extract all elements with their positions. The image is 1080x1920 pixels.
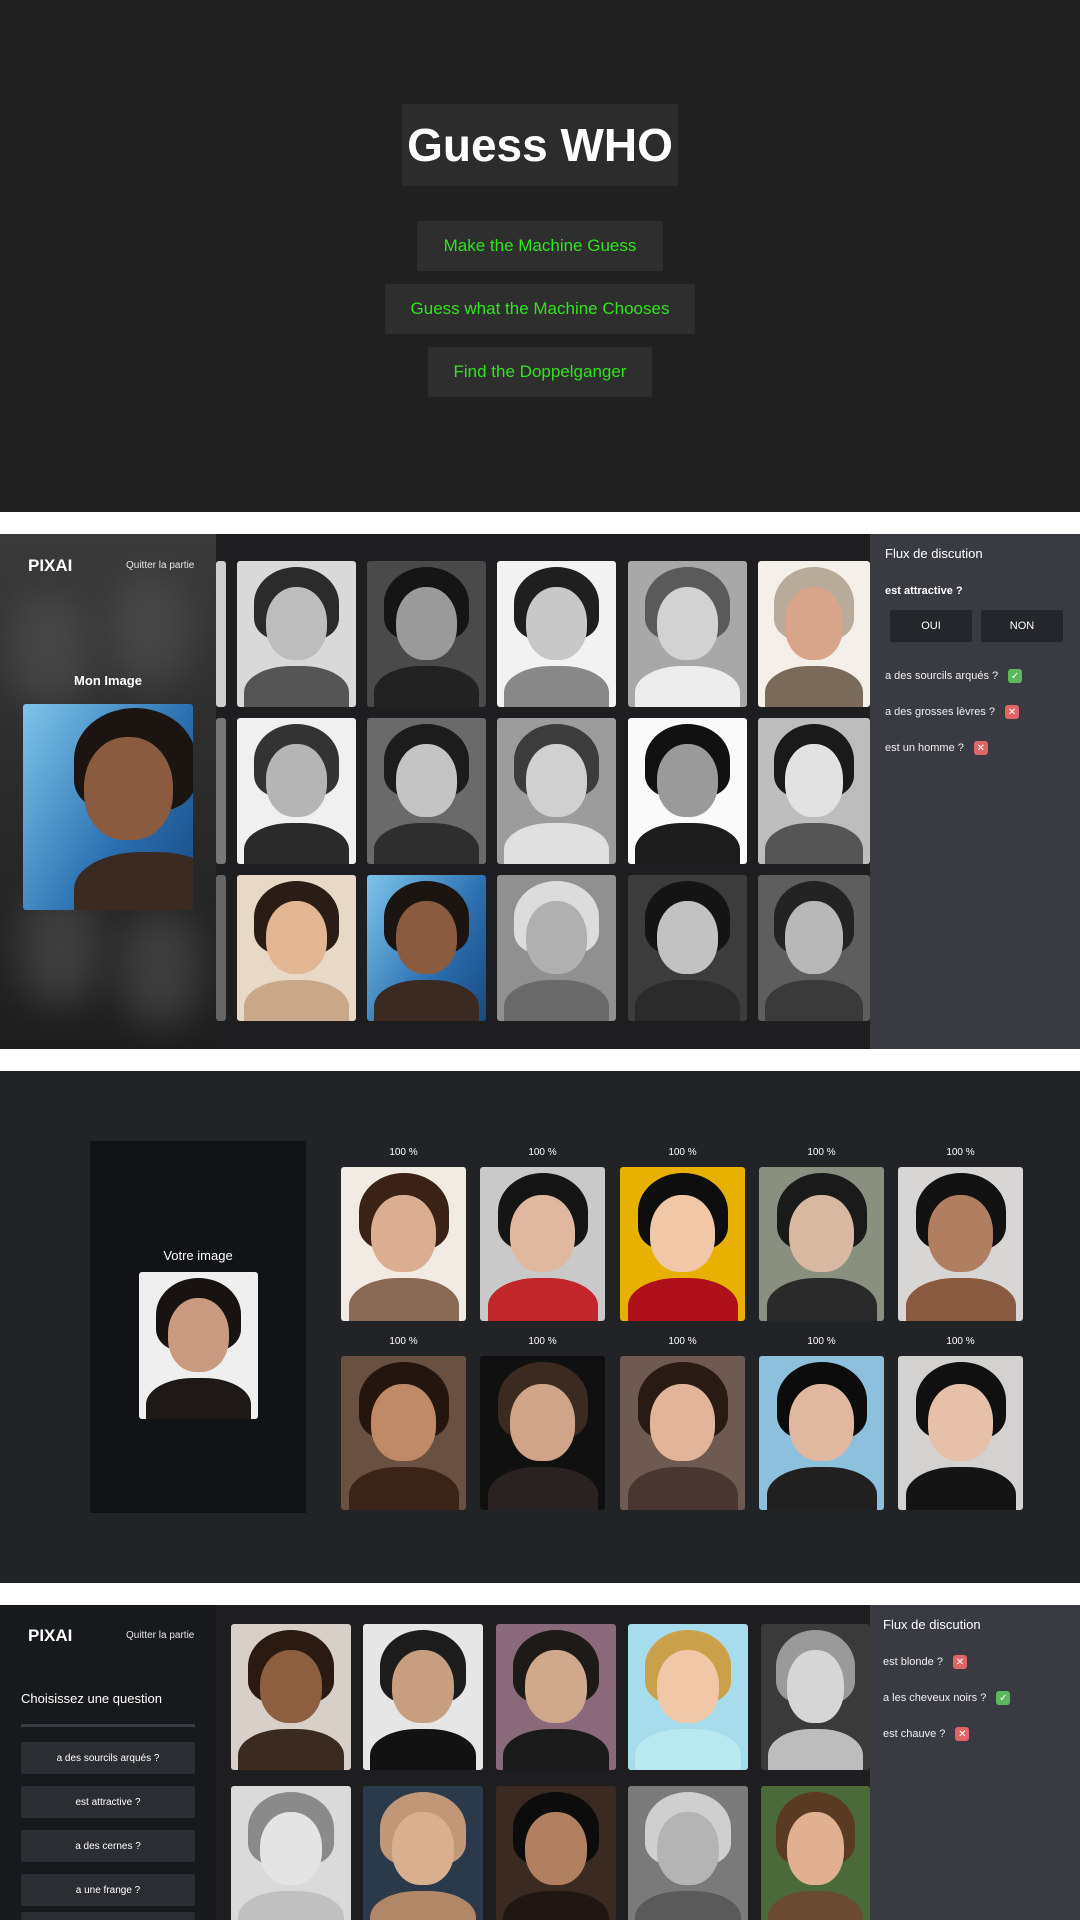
your-image-box: Votre image — [90, 1141, 306, 1513]
discussion-panel: Flux de discution est attractive ? OUI N… — [870, 534, 1080, 1049]
main-menu: Guess WHO Make the Machine Guess Guess w… — [0, 0, 1080, 512]
character-card[interactable] — [496, 1786, 616, 1920]
character-card[interactable] — [628, 1624, 748, 1770]
match-image[interactable] — [620, 1356, 745, 1510]
character-card[interactable] — [231, 1624, 351, 1770]
match-score: 100 % — [807, 1147, 836, 1158]
match-image[interactable] — [480, 1167, 605, 1321]
cross-icon: ✕ — [973, 741, 988, 755]
choose-question-label: Choisissez une question — [21, 1691, 162, 1706]
my-image-label: Mon Image — [74, 673, 142, 688]
character-card[interactable] — [367, 718, 486, 864]
brand-logo: PIXAI — [28, 556, 73, 575]
match-score: 100 % — [668, 1147, 697, 1158]
no-button[interactable]: NON — [981, 610, 1063, 642]
character-card[interactable] — [216, 718, 226, 864]
character-card[interactable] — [497, 875, 616, 1021]
current-question: est attractive ? — [885, 585, 963, 597]
history-item: a des sourcils arqués ? ✓ — [885, 669, 1023, 683]
history-item: est un homme ? ✕ — [885, 741, 988, 755]
character-card[interactable] — [758, 718, 870, 864]
character-card[interactable] — [367, 875, 486, 1021]
question-button[interactable]: a des cernes ? — [21, 1830, 195, 1862]
character-card[interactable] — [497, 561, 616, 707]
match-score: 100 % — [389, 1147, 418, 1158]
brand-logo: PIXAI — [28, 1626, 73, 1645]
character-card[interactable] — [363, 1786, 483, 1920]
game-title: Guess WHO — [402, 104, 678, 186]
history-question: est un homme ? — [885, 742, 964, 754]
match-image[interactable] — [480, 1356, 605, 1510]
character-card[interactable] — [496, 1624, 616, 1770]
character-card[interactable] — [497, 718, 616, 864]
yes-button[interactable]: OUI — [890, 610, 972, 642]
question-button[interactable]: a une frange ? — [21, 1874, 195, 1906]
your-image — [139, 1272, 258, 1419]
character-card[interactable] — [628, 718, 747, 864]
check-icon: ✓ — [996, 1691, 1011, 1705]
check-icon: ✓ — [1008, 669, 1023, 683]
guess-machine-choice-button[interactable]: Guess what the Machine Chooses — [385, 284, 695, 334]
character-card[interactable] — [758, 561, 870, 707]
history-item: est chauve ? ✕ — [883, 1727, 970, 1741]
match-score: 100 % — [389, 1336, 418, 1347]
match-image[interactable] — [759, 1356, 884, 1510]
question-button[interactable]: est attractive ? — [21, 1786, 195, 1818]
question-sidebar: PIXAI Quitter la partie Choisissez une q… — [0, 1605, 216, 1920]
discussion-title: Flux de discution — [885, 546, 983, 561]
character-card[interactable] — [237, 875, 356, 1021]
question-board: PIXAI Quitter la partie Choisissez une q… — [0, 1605, 1080, 1920]
character-card[interactable] — [367, 561, 486, 707]
question-button[interactable]: a des sourcils arqués ? — [21, 1742, 195, 1774]
match-image[interactable] — [341, 1167, 466, 1321]
machine-guess-button[interactable]: Make the Machine Guess — [417, 221, 663, 271]
history-item: a des grosses lèvres ? ✕ — [885, 705, 1020, 719]
history-question: est blonde ? — [883, 1656, 943, 1668]
cross-icon: ✕ — [1005, 705, 1020, 719]
quit-game-link[interactable]: Quitter la partie — [126, 1630, 195, 1641]
match-score: 100 % — [528, 1336, 557, 1347]
match-score: 100 % — [946, 1336, 975, 1347]
match-image[interactable] — [898, 1356, 1023, 1510]
character-card[interactable] — [758, 875, 870, 1021]
game-board: PIXAI Quitter la partie Mon Image — [0, 534, 1080, 1049]
your-image-label: Votre image — [163, 1248, 233, 1263]
match-score: 100 % — [946, 1147, 975, 1158]
history-item: est blonde ? ✕ — [883, 1655, 967, 1669]
character-card[interactable] — [237, 718, 356, 864]
character-card[interactable] — [216, 875, 226, 1021]
match-image[interactable] — [759, 1167, 884, 1321]
match-image[interactable] — [620, 1167, 745, 1321]
quit-game-link[interactable]: Quitter la partie — [126, 560, 195, 571]
character-card[interactable] — [231, 1786, 351, 1920]
player-sidebar: PIXAI Quitter la partie Mon Image — [0, 534, 216, 1049]
find-doppelganger-button[interactable]: Find the Doppelganger — [428, 347, 652, 397]
history-question: a des grosses lèvres ? — [885, 706, 996, 718]
match-image[interactable] — [341, 1356, 466, 1510]
character-card[interactable] — [237, 561, 356, 707]
match-image[interactable] — [898, 1167, 1023, 1321]
character-card[interactable] — [363, 1624, 483, 1770]
match-score: 100 % — [528, 1147, 557, 1158]
match-score: 100 % — [807, 1336, 836, 1347]
history-item: a les cheveux noirs ? ✓ — [883, 1691, 1011, 1705]
character-card[interactable] — [761, 1624, 870, 1770]
character-card[interactable] — [761, 1786, 870, 1920]
discussion-title: Flux de discution — [883, 1617, 981, 1632]
doppelganger-results: Votre image 100 % 100 % 100 % 100 % 100 … — [0, 1071, 1080, 1583]
history-question: a les cheveux noirs ? — [883, 1692, 987, 1704]
character-card[interactable] — [628, 1786, 748, 1920]
character-card[interactable] — [628, 875, 747, 1021]
cross-icon: ✕ — [952, 1655, 967, 1669]
divider — [21, 1724, 195, 1727]
question-button[interactable] — [21, 1912, 195, 1920]
my-image — [23, 704, 193, 910]
character-card[interactable] — [628, 561, 747, 707]
match-score: 100 % — [668, 1336, 697, 1347]
history-question: a des sourcils arqués ? — [885, 670, 999, 682]
cross-icon: ✕ — [955, 1727, 970, 1741]
discussion-panel: Flux de discution est blonde ? ✕ a les c… — [870, 1605, 1080, 1920]
character-card[interactable] — [216, 561, 226, 707]
history-question: est chauve ? — [883, 1728, 946, 1740]
